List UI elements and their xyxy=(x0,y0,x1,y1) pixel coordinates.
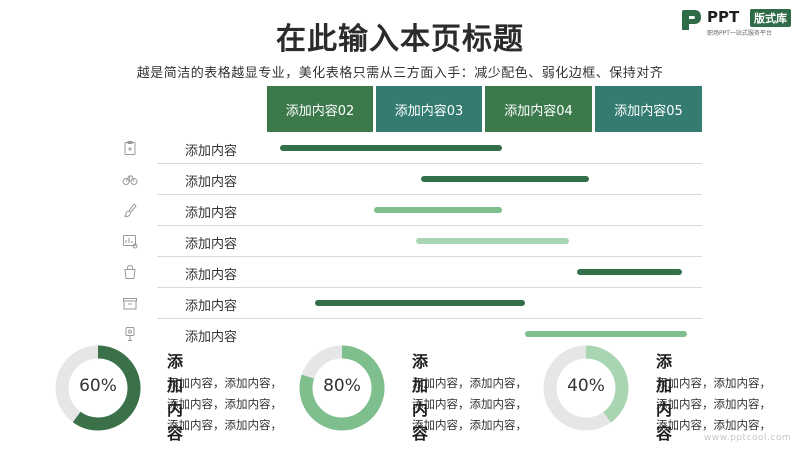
table-row: 添加内容 xyxy=(157,288,702,319)
column-header-label: 添加内容04 xyxy=(504,100,573,119)
stat-line: 添加内容，添加内容， xyxy=(412,417,527,433)
stat-line: 添加内容，添加内容， xyxy=(656,417,771,433)
table-row: 添加内容 xyxy=(157,133,702,164)
timeline-bar xyxy=(525,331,687,337)
table-row: 添加内容 xyxy=(157,195,702,226)
table-row: 添加内容 xyxy=(157,164,702,195)
logo-subtext: 职场PPT一站式服务平台 xyxy=(707,28,772,37)
row-label: 添加内容 xyxy=(185,233,237,252)
location-pin-icon xyxy=(122,326,138,342)
row-label: 添加内容 xyxy=(185,202,237,221)
column-header-3: 添加内容04 xyxy=(485,86,592,132)
row-label: 添加内容 xyxy=(185,264,237,283)
chart-hand-icon xyxy=(122,233,138,249)
logo-mark-icon xyxy=(680,8,704,32)
timeline-bar xyxy=(421,176,589,182)
timeline-bar xyxy=(315,300,525,306)
stat-line: 添加内容，添加内容， xyxy=(656,375,771,391)
timeline-bar xyxy=(374,207,502,213)
stat-line: 添加内容，添加内容， xyxy=(167,417,282,433)
page-subtitle: 越是简洁的表格越显专业，美化表格只需从三方面入手：减少配色、弱化边框、保持对齐 xyxy=(0,62,800,81)
column-header-label: 添加内容02 xyxy=(286,100,355,119)
brush-icon xyxy=(122,202,138,218)
column-header-label: 添加内容05 xyxy=(614,100,683,119)
shopping-bag-icon xyxy=(122,264,138,280)
timeline-bar xyxy=(577,269,682,275)
box-icon xyxy=(122,295,138,311)
percent-label: 40% xyxy=(543,376,629,396)
row-label: 添加内容 xyxy=(185,140,237,159)
table-row: 添加内容 xyxy=(157,257,702,288)
stat-line: 添加内容，添加内容， xyxy=(412,396,527,412)
medical-note-icon xyxy=(122,140,138,156)
timeline-bar xyxy=(280,145,502,151)
column-header-label: 添加内容03 xyxy=(395,100,464,119)
stat-line: 添加内容，添加内容， xyxy=(167,396,282,412)
brand-logo: PPT 版式库 职场PPT一站式服务平台 xyxy=(680,6,796,38)
stat-line: 添加内容，添加内容， xyxy=(656,396,771,412)
stat-line: 添加内容，添加内容， xyxy=(412,375,527,391)
row-label: 添加内容 xyxy=(185,171,237,190)
stat-line: 添加内容，添加内容， xyxy=(167,375,282,391)
logo-badge: 版式库 xyxy=(750,9,791,27)
percent-label: 80% xyxy=(299,376,385,396)
logo-ppt-text: PPT xyxy=(707,8,739,26)
table-row: 添加内容 xyxy=(157,226,702,257)
timeline-bar xyxy=(416,238,569,244)
row-label: 添加内容 xyxy=(185,326,237,345)
row-label: 添加内容 xyxy=(185,295,237,314)
percent-label: 60% xyxy=(55,376,141,396)
timeline-table: 添加内容 添加内容 添加内容 添加内容 添加内容 添加内容 xyxy=(157,133,702,349)
column-header-2: 添加内容03 xyxy=(376,86,482,132)
watermark: www.pptcool.com xyxy=(704,433,791,443)
column-header-4: 添加内容05 xyxy=(595,86,702,132)
column-header-1: 添加内容02 xyxy=(267,86,373,132)
bicycle-icon xyxy=(122,171,138,187)
